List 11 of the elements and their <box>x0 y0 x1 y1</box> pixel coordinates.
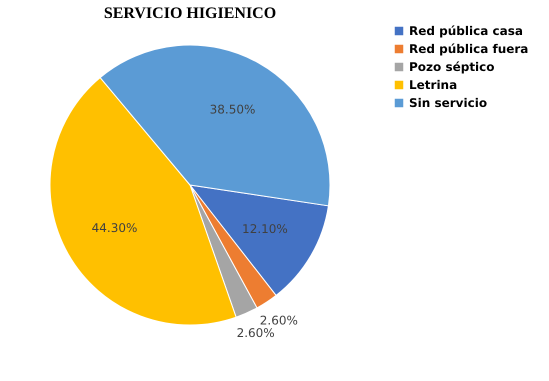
legend-label: Red pública fuera <box>409 42 528 56</box>
legend-label: Pozo séptico <box>409 60 495 74</box>
legend-label: Red pública casa <box>409 24 523 38</box>
legend-label: Sin servicio <box>409 96 488 110</box>
data-label: 44.30% <box>92 220 138 235</box>
data-label: 2.60% <box>236 326 275 340</box>
legend-label: Letrina <box>409 78 458 92</box>
chart-title: SERVICIO HIGIENICO <box>104 5 276 22</box>
data-label: 38.50% <box>210 102 256 116</box>
data-label: 2.60% <box>260 313 298 328</box>
data-label: 12.10% <box>242 222 288 236</box>
